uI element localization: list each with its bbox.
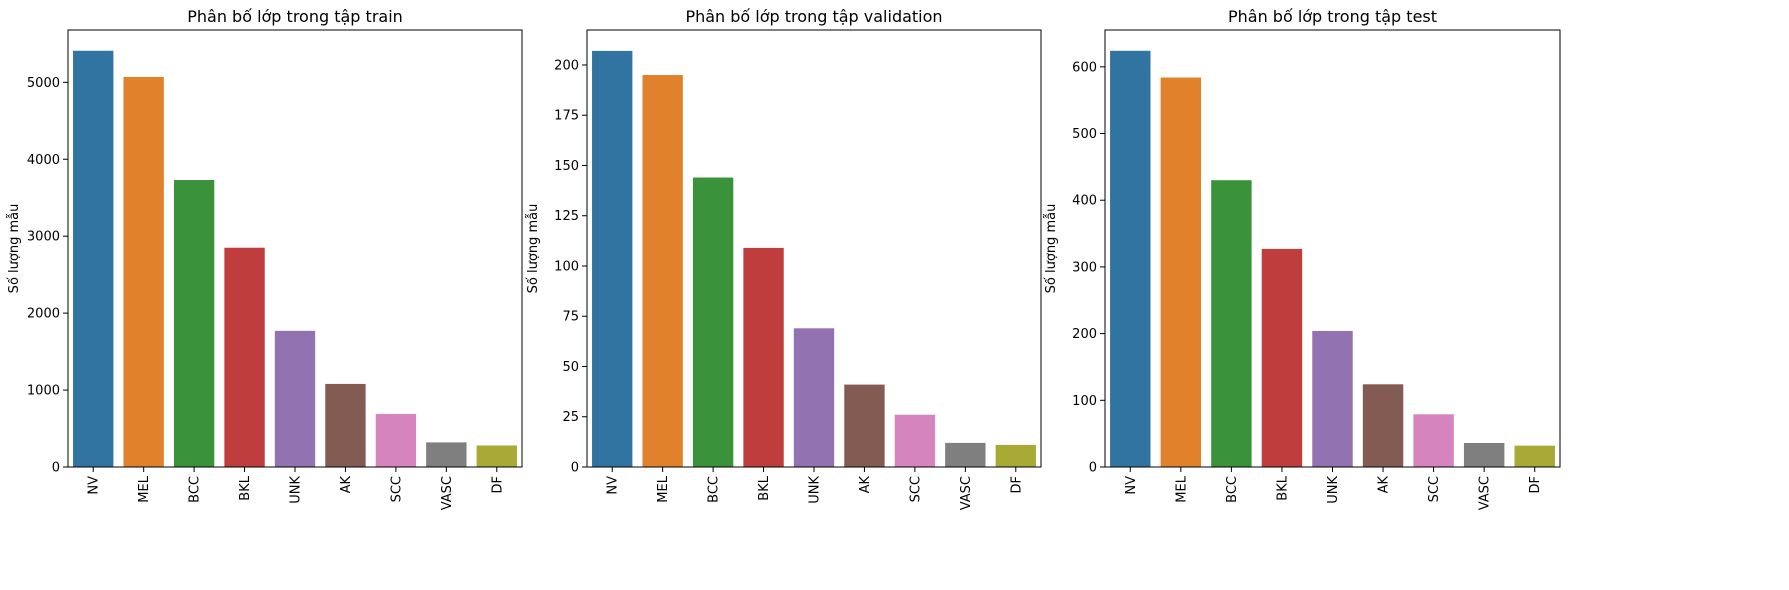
y-tick-label: 175 xyxy=(554,109,579,124)
y-tick-label: 1000 xyxy=(27,384,60,399)
x-tick-label-unk: UNK xyxy=(808,476,823,504)
chart-title: Phân bố lớp trong tập train xyxy=(187,7,403,26)
y-tick-label: 4000 xyxy=(27,153,60,168)
x-tick-label-ak: AK xyxy=(1377,476,1392,494)
bar-bkl xyxy=(743,247,784,467)
x-tick-label-vasc: VASC xyxy=(440,476,455,510)
y-tick-label: 200 xyxy=(1072,327,1097,342)
x-tick-label-vasc: VASC xyxy=(959,476,974,510)
y-tick-label: 500 xyxy=(1072,127,1097,142)
bar-vasc xyxy=(426,442,467,467)
bar-bkl xyxy=(224,247,265,467)
x-tick-label-scc: SCC xyxy=(1427,476,1442,502)
bar-bcc xyxy=(692,177,734,468)
bar-unk xyxy=(274,330,316,467)
y-tick-label: 125 xyxy=(554,209,579,224)
x-tick-label-df: DF xyxy=(1009,476,1024,494)
x-tick-label-unk: UNK xyxy=(289,476,304,504)
bar-nv xyxy=(592,50,633,467)
x-tick-label-bcc: BCC xyxy=(188,476,203,503)
chart-panel-3: 0 100 200 300 400 500 600 NV MEL BCC BKL UNK AK SCC VA… xyxy=(1044,7,1561,510)
y-axis-label: Số lượng mẫu xyxy=(7,204,22,294)
y-tick-label: 200 xyxy=(554,58,579,73)
x-tick-label-bcc: BCC xyxy=(707,476,722,503)
y-tick-label: 400 xyxy=(1072,194,1097,209)
x-tick-label-ak: AK xyxy=(339,476,354,494)
bar-df xyxy=(1514,445,1555,467)
x-tick-label-ak: AK xyxy=(858,476,873,494)
chart-panel-1: 0 1000 2000 3000 4000 5000 NV MEL BCC BKL UNK AK SCC… xyxy=(7,7,523,510)
x-tick-label-bkl: BKL xyxy=(238,475,253,500)
bar-unk xyxy=(1312,330,1353,467)
y-tick-label: 600 xyxy=(1072,60,1097,75)
bar-scc xyxy=(375,413,417,467)
x-tick-label-df: DF xyxy=(490,476,505,494)
bar-ak xyxy=(1362,384,1404,467)
x-tick-label-df: DF xyxy=(1528,476,1543,494)
y-tick-label: 100 xyxy=(1072,394,1097,409)
bar-bcc xyxy=(1211,180,1252,467)
bar-df xyxy=(995,444,1036,467)
bar-scc xyxy=(894,414,936,467)
x-tick-label-nv: NV xyxy=(606,476,621,495)
bar-vasc xyxy=(945,442,986,467)
bar-df xyxy=(476,445,517,467)
bar-mel xyxy=(1160,77,1202,468)
chart-title: Phân bố lớp trong tập test xyxy=(1228,7,1437,26)
x-tick-label-scc: SCC xyxy=(908,476,923,502)
x-tick-label-nv: NV xyxy=(87,476,102,495)
chart-panel-2: 0 25 50 75 100 125 150 175 200 NV MEL BCC BKL UNK AK SC… xyxy=(526,7,1042,510)
x-tick-label-bkl: BKL xyxy=(1275,475,1290,500)
bar-ak xyxy=(325,383,366,467)
y-tick-label: 50 xyxy=(562,360,579,375)
x-tick-label-vasc: VASC xyxy=(1478,476,1493,510)
x-tick-label-bkl: BKL xyxy=(757,475,772,500)
y-tick-label: 2000 xyxy=(27,307,60,322)
bar-nv xyxy=(73,50,114,468)
bar-mel xyxy=(642,75,683,467)
bar-scc xyxy=(1413,414,1454,467)
y-tick-label: 0 xyxy=(571,461,579,476)
y-tick-label: 300 xyxy=(1072,260,1097,275)
y-tick-label: 0 xyxy=(1089,461,1097,476)
bar-bcc xyxy=(173,180,215,467)
x-tick-label-unk: UNK xyxy=(1326,476,1341,504)
x-tick-label-mel: MEL xyxy=(137,475,152,502)
y-tick-label: 3000 xyxy=(27,230,60,245)
bar-bkl xyxy=(1261,248,1303,467)
bar-vasc xyxy=(1463,442,1505,467)
x-tick-label-mel: MEL xyxy=(656,475,671,502)
x-tick-label-bcc: BCC xyxy=(1225,476,1240,503)
y-axis-label: Số lượng mẫu xyxy=(526,204,541,294)
bar-ak xyxy=(844,384,885,467)
y-tick-label: 0 xyxy=(52,461,60,476)
y-tick-label: 5000 xyxy=(27,76,60,91)
chart-title: Phân bố lớp trong tập validation xyxy=(685,7,942,26)
x-tick-label-scc: SCC xyxy=(389,476,404,502)
bar-nv xyxy=(1110,50,1151,468)
y-tick-label: 150 xyxy=(554,159,579,174)
x-tick-label-mel: MEL xyxy=(1174,475,1189,502)
y-tick-label: 75 xyxy=(562,310,579,325)
y-tick-label: 100 xyxy=(554,259,579,274)
bar-mel xyxy=(123,76,164,468)
x-tick-label-nv: NV xyxy=(1124,476,1139,495)
bar-unk xyxy=(793,328,835,467)
y-axis-label: Số lượng mẫu xyxy=(1044,204,1059,294)
y-tick-label: 25 xyxy=(562,410,579,425)
